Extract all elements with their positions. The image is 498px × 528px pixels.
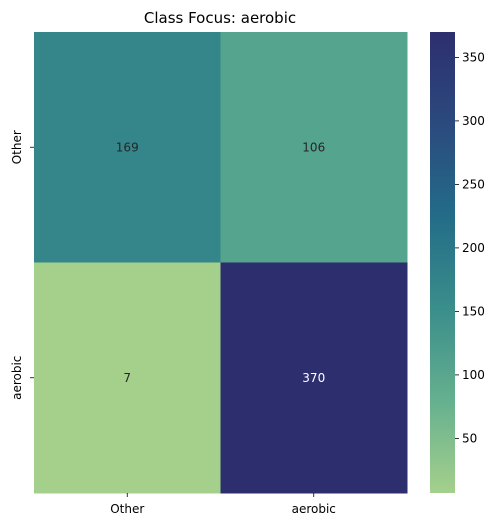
y-tick-label: aerobic [10,356,24,400]
x-axis: Other aerobic [110,493,336,516]
colorbar-tick-label: 250 [462,177,485,191]
x-tick-label: Other [110,502,144,516]
x-tick-label: aerobic [292,502,336,516]
heatmap-cell [34,262,221,494]
colorbar-axis: 50 100 150 200 250 300 350 [455,50,485,445]
colorbar-tick-label: 200 [462,241,485,255]
cell-value-label: 7 [123,371,131,385]
heatmap-cells [34,32,408,494]
colorbar [430,32,455,493]
chart-title: Class Focus: aerobic [144,9,296,27]
colorbar-tick-label: 300 [462,114,485,128]
y-tick-label: Other [10,130,24,164]
colorbar-tick-label: 50 [462,431,477,445]
cell-value-label: 169 [116,140,139,154]
colorbar-tick-label: 150 [462,304,485,318]
cell-value-label: 370 [302,371,325,385]
heatmap-cell [220,32,408,263]
y-axis: Other aerobic [10,130,34,400]
heatmap-cell [34,32,221,263]
colorbar-tick-label: 350 [462,50,485,64]
colorbar-tick-label: 100 [462,368,485,382]
heatmap-cell-labels: 169 106 7 370 [116,140,325,385]
heatmap-cell [220,262,408,494]
cell-value-label: 106 [302,140,325,154]
